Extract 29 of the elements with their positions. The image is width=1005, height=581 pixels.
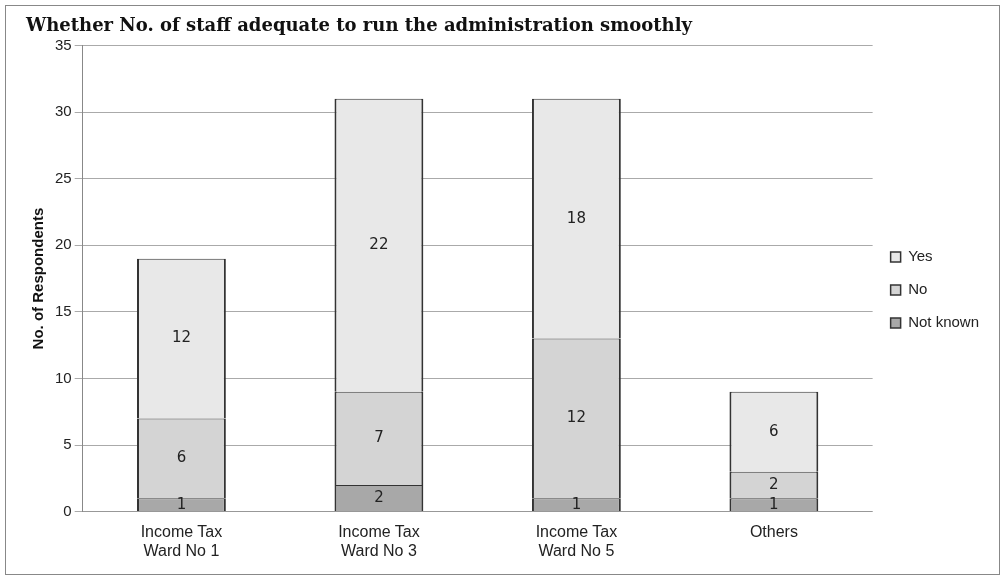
y-axis-title: No. of Respondents	[29, 207, 47, 350]
y-tick-label: 35	[55, 35, 72, 53]
y-tick-label: 15	[55, 302, 72, 320]
y-tick-label: 30	[55, 102, 72, 120]
y-tick-label: 20	[55, 235, 72, 253]
y-tick-label: 25	[55, 168, 72, 186]
data-label: 2	[769, 474, 779, 493]
data-label: 6	[176, 448, 187, 467]
x-tick-label: Income Tax Ward No 5	[535, 522, 618, 559]
legend-label: Not known	[908, 313, 980, 331]
x-tick-label: Income Tax Ward No 1	[140, 522, 223, 559]
data-label: 2	[374, 487, 384, 506]
data-label: 12	[171, 328, 191, 347]
x-tick-label: Others	[749, 522, 798, 540]
data-label: 1	[571, 494, 582, 513]
data-label: 1	[176, 494, 187, 513]
data-label: 1	[769, 494, 779, 513]
legend-label: Yes	[908, 247, 933, 265]
y-tick-label: 5	[63, 435, 72, 453]
legend-label: No	[908, 280, 928, 298]
y-tick-label: 10	[55, 368, 72, 386]
data-label: 12	[566, 408, 586, 427]
chart-title: Whether No. of staff adequate to run the administration smoothly	[25, 14, 693, 36]
data-label: 22	[369, 235, 389, 254]
data-label: 18	[566, 208, 586, 227]
y-tick-label: 0	[63, 501, 72, 519]
x-tick-label: Income Tax Ward No 3	[338, 522, 420, 559]
data-label: 6	[769, 421, 779, 440]
data-label: 7	[374, 428, 384, 447]
